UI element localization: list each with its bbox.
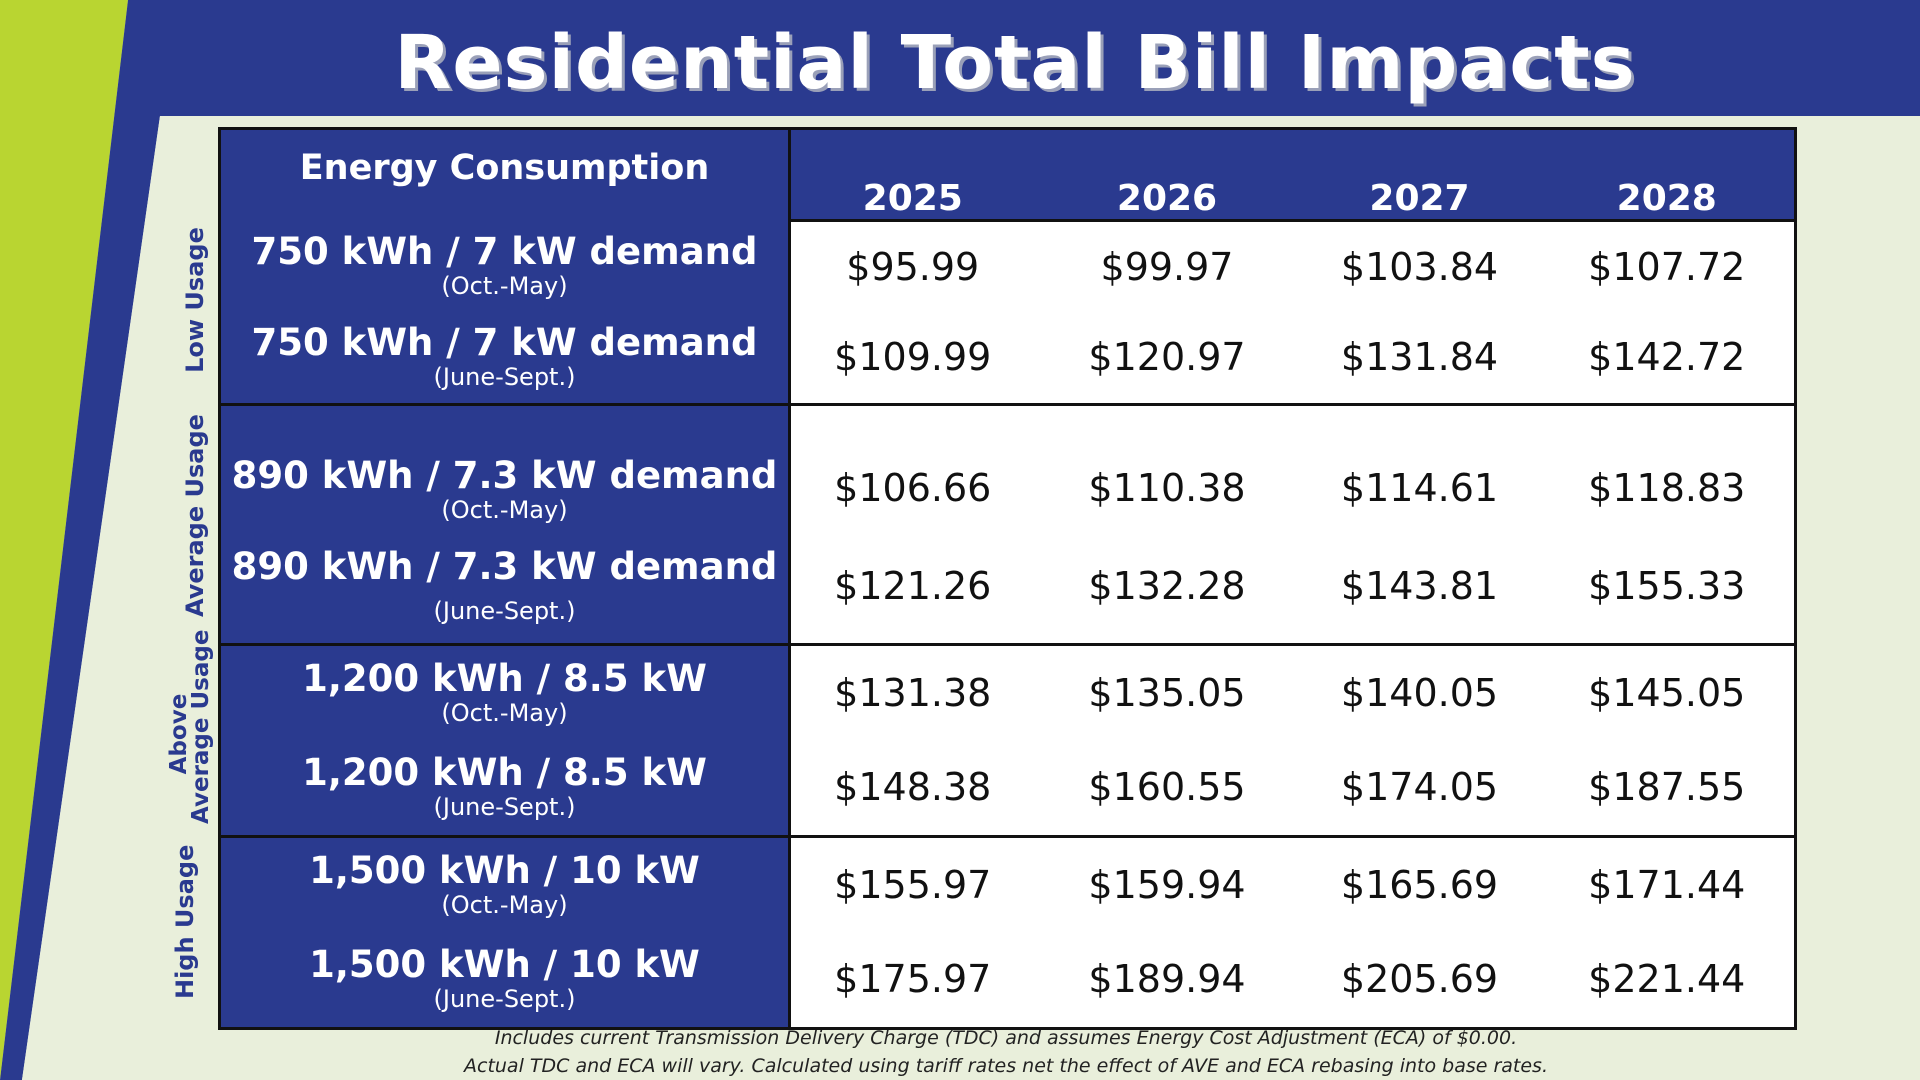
header-year-2026: 2026	[1034, 127, 1300, 222]
value-cell: $106.66	[789, 404, 1035, 530]
value-cell: $159.94	[1034, 836, 1300, 932]
period-label: (June-Sept.)	[433, 597, 576, 626]
consumption-cell: 1,500 kWh / 10 kW (Oct.-May)	[218, 836, 791, 932]
value-cell: $120.97	[1034, 312, 1300, 406]
group-label-above-average-usage: Above Average Usage	[166, 629, 214, 824]
value-cell: $103.84	[1299, 220, 1540, 312]
title-banner	[128, 0, 1920, 116]
group-label-high-usage: High Usage	[171, 844, 199, 999]
group-label-line2: Average Usage	[188, 629, 214, 824]
period-label: (June-Sept.)	[433, 985, 576, 1014]
footnote-line1: Includes current Transmission Delivery C…	[494, 1027, 1518, 1049]
consumption-label: 1,200 kWh / 8.5 kW	[302, 751, 707, 795]
value-cell: $99.97	[1034, 220, 1300, 312]
value-cell: $131.38	[789, 644, 1035, 740]
consumption-cell: 1,200 kWh / 8.5 kW (June-Sept.)	[218, 740, 791, 838]
table-row: 750 kWh / 7 kW demand (June-Sept.) $109.…	[218, 312, 1797, 406]
consumption-label: 890 kWh / 7.3 kW demand	[231, 545, 778, 589]
value-cell: $135.05	[1034, 644, 1300, 740]
consumption-cell: 890 kWh / 7.3 kW demand (June-Sept.)	[218, 530, 791, 646]
value-cell: $165.69	[1299, 836, 1540, 932]
value-cell: $175.97	[789, 932, 1035, 1030]
value-cell: $142.72	[1539, 312, 1797, 406]
value-cell: $205.69	[1299, 932, 1540, 1030]
period-label: (Oct.-May)	[441, 890, 568, 919]
value-cell: $131.84	[1299, 312, 1540, 406]
footnote: Includes current Transmission Delivery C…	[218, 1024, 1794, 1080]
consumption-cell: 1,200 kWh / 8.5 kW (Oct.-May)	[218, 644, 791, 740]
header-year-2025: 2025	[789, 127, 1035, 222]
consumption-label: 750 kWh / 7 kW demand	[251, 321, 758, 365]
consumption-cell: 890 kWh / 7.3 kW demand (Oct.-May)	[218, 404, 791, 530]
value-cell: $109.99	[789, 312, 1035, 406]
table-row: 1,200 kWh / 8.5 kW (Oct.-May) $131.38 $1…	[218, 644, 1797, 740]
table-row: 1,500 kWh / 10 kW (June-Sept.) $175.97 $…	[218, 932, 1797, 1030]
value-cell: $174.05	[1299, 740, 1540, 838]
period-label: (Oct.-May)	[441, 496, 568, 524]
value-cell: $132.28	[1034, 530, 1300, 646]
value-cell: $114.61	[1299, 404, 1540, 530]
consumption-label: 890 kWh / 7.3 kW demand	[231, 454, 778, 497]
consumption-label: 1,500 kWh / 10 kW	[309, 848, 700, 892]
period-label: (Oct.-May)	[441, 272, 568, 300]
value-cell: $148.38	[789, 740, 1035, 838]
value-cell: $145.05	[1539, 644, 1797, 740]
table-row: 1,500 kWh / 10 kW (Oct.-May) $155.97 $15…	[218, 836, 1797, 932]
table-row: 1,200 kWh / 8.5 kW (June-Sept.) $148.38 …	[218, 740, 1797, 838]
value-cell: $118.83	[1539, 404, 1797, 530]
value-cell: $110.38	[1034, 404, 1300, 530]
value-cell: $155.33	[1539, 530, 1797, 646]
header-year-2027: 2027	[1299, 127, 1540, 222]
group-label-average-usage: Average Usage	[181, 414, 209, 617]
period-label: (June-Sept.)	[433, 363, 576, 392]
consumption-label: 1,200 kWh / 8.5 kW	[302, 656, 707, 700]
decorative-stripes	[0, 0, 200, 1080]
table-header-row: Energy Consumption 2025 2026 2027 2028	[218, 127, 1797, 222]
consumption-cell: 750 kWh / 7 kW demand (Oct.-May)	[218, 220, 791, 312]
value-cell: $121.26	[789, 530, 1035, 646]
group-label-line1: Above	[166, 693, 192, 775]
value-cell: $155.97	[789, 836, 1035, 932]
value-cell: $95.99	[789, 220, 1035, 312]
page-title: Residential Total Bill Impacts	[394, 20, 1636, 106]
bill-impacts-table: Energy Consumption 2025 2026 2027 2028 7…	[218, 127, 1797, 1030]
value-cell: $143.81	[1299, 530, 1540, 646]
value-cell: $140.05	[1299, 644, 1540, 740]
consumption-label: 1,500 kWh / 10 kW	[309, 943, 700, 987]
group-label-low-usage: Low Usage	[181, 227, 209, 373]
value-cell: $221.44	[1539, 932, 1797, 1030]
value-cell: $107.72	[1539, 220, 1797, 312]
period-label: (Oct.-May)	[441, 698, 568, 727]
value-cell: $189.94	[1034, 932, 1300, 1030]
value-cell: $171.44	[1539, 836, 1797, 932]
consumption-cell: 1,500 kWh / 10 kW (June-Sept.)	[218, 932, 791, 1030]
header-year-2028: 2028	[1539, 127, 1797, 222]
consumption-cell: 750 kWh / 7 kW demand (June-Sept.)	[218, 312, 791, 406]
table-row: 750 kWh / 7 kW demand (Oct.-May) $95.99 …	[218, 220, 1797, 312]
table-row: 890 kWh / 7.3 kW demand (June-Sept.) $12…	[218, 530, 1797, 646]
value-cell: $187.55	[1539, 740, 1797, 838]
header-energy-consumption: Energy Consumption	[218, 127, 791, 220]
table-row: 890 kWh / 7.3 kW demand (Oct.-May) $106.…	[218, 404, 1797, 530]
footnote-line2: Actual TDC and ECA will vary. Calculated…	[464, 1055, 1548, 1077]
period-label: (June-Sept.)	[433, 793, 576, 822]
value-cell: $160.55	[1034, 740, 1300, 838]
consumption-label: 750 kWh / 7 kW demand	[251, 230, 758, 273]
